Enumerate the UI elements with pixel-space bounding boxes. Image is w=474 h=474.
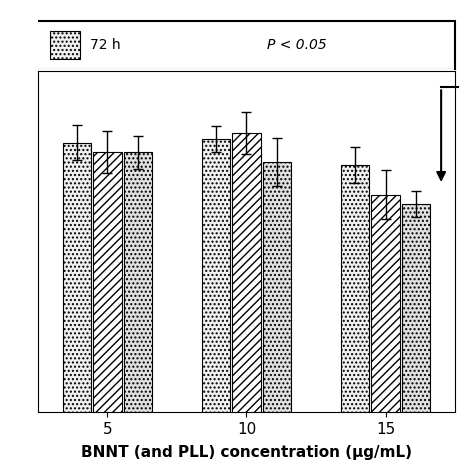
Bar [124,152,152,412]
Text: 72 h: 72 h [90,38,121,52]
Bar [402,204,430,412]
X-axis label: BNNT (and PLL) concentration (μg/mL): BNNT (and PLL) concentration (μg/mL) [81,446,412,460]
Bar [232,133,261,412]
FancyBboxPatch shape [50,31,80,59]
Bar [341,165,369,412]
Bar [63,143,91,412]
Bar [371,195,400,412]
Bar [93,152,122,412]
Bar [263,162,292,412]
Text: P < 0.05: P < 0.05 [267,38,327,52]
Bar [201,139,230,412]
